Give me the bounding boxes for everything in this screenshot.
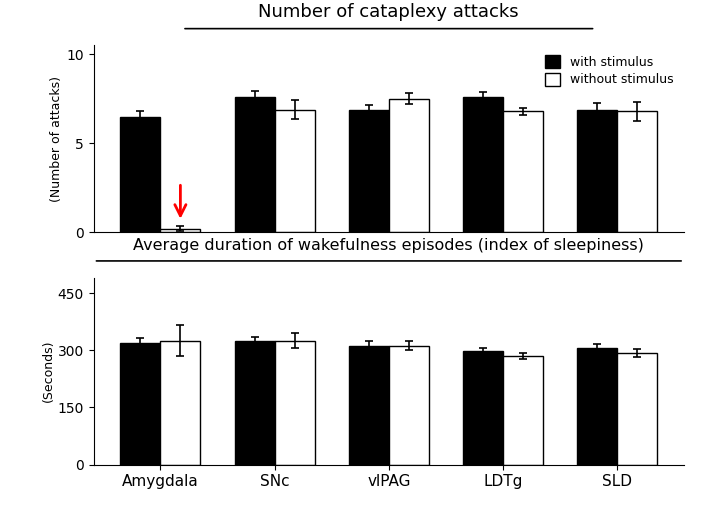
Y-axis label: (Seconds): (Seconds) — [42, 340, 55, 402]
Text: ***: *** — [122, 215, 147, 230]
Bar — [120, 342, 161, 465]
Bar — [161, 341, 200, 465]
Legend: with stimulus, without stimulus: with stimulus, without stimulus — [541, 52, 678, 90]
Bar — [120, 117, 161, 232]
Text: Average duration of wakefulness episodes (index of sleepiness): Average duration of wakefulness episodes… — [133, 238, 644, 254]
Bar — [348, 110, 389, 232]
Bar — [463, 97, 503, 232]
Bar — [503, 111, 543, 232]
Bar — [235, 97, 274, 232]
Bar — [274, 341, 315, 465]
Bar — [617, 354, 657, 465]
Y-axis label: (Number of attacks): (Number of attacks) — [50, 76, 63, 202]
Bar — [463, 351, 503, 465]
Bar — [577, 348, 617, 465]
Bar — [503, 356, 543, 465]
Bar — [274, 110, 315, 232]
Bar — [161, 229, 200, 232]
Bar — [235, 341, 274, 465]
Bar — [389, 99, 429, 232]
Bar — [617, 111, 657, 232]
Bar — [389, 345, 429, 465]
Bar — [577, 110, 617, 232]
Bar — [348, 345, 389, 465]
Text: Number of cataplexy attacks: Number of cataplexy attacks — [258, 3, 519, 21]
